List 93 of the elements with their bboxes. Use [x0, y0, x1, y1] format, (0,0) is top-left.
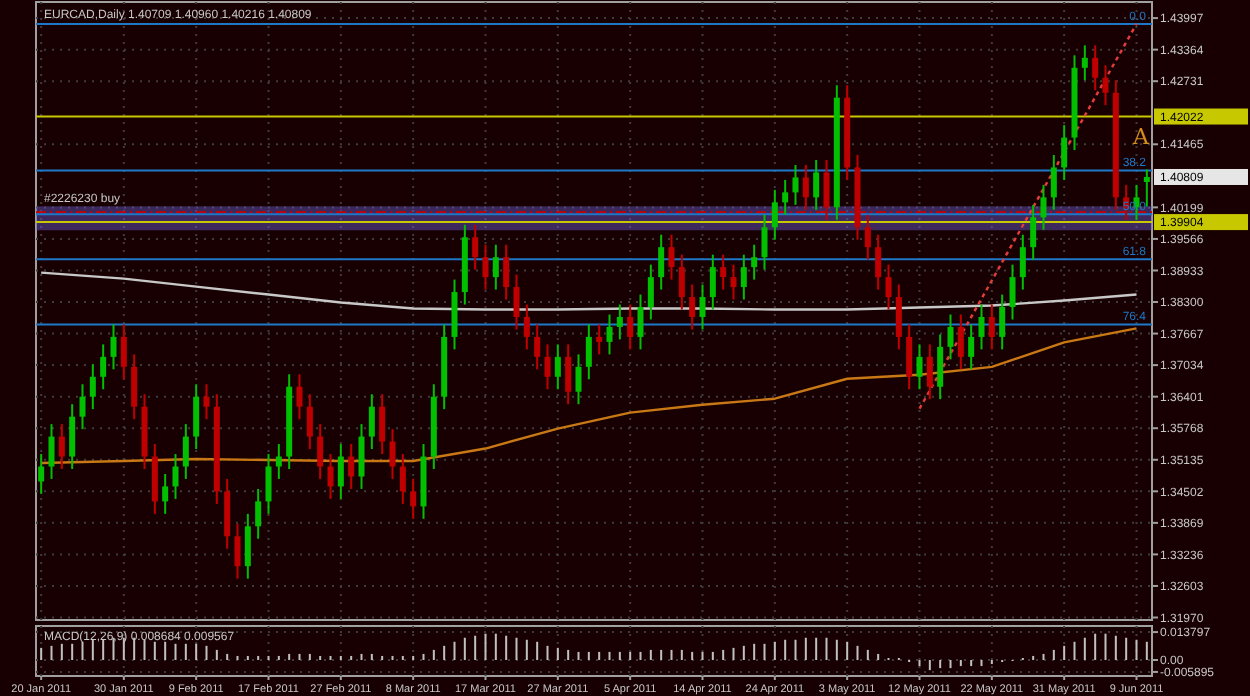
candlestick — [203, 383, 210, 421]
candlestick — [740, 253, 747, 301]
candlestick — [110, 323, 117, 371]
candlestick — [523, 303, 530, 351]
candlestick — [58, 423, 65, 470]
candlestick — [637, 293, 644, 351]
candlestick — [482, 243, 489, 291]
candlestick — [410, 477, 417, 520]
candlestick — [761, 213, 768, 271]
candlestick — [513, 273, 520, 331]
candlestick — [306, 393, 313, 451]
candlestick — [151, 443, 158, 515]
candlestick — [565, 343, 572, 406]
candlestick — [1061, 124, 1068, 181]
candlestick — [947, 313, 954, 361]
candlestick — [1081, 44, 1088, 82]
candlestick — [38, 453, 45, 495]
candlestick — [926, 343, 933, 401]
candlestick — [1102, 64, 1109, 107]
candlestick — [813, 158, 820, 211]
candlestick — [193, 383, 200, 451]
candlestick — [451, 278, 458, 351]
candlestick — [534, 323, 541, 371]
candlestick — [627, 303, 634, 351]
candlestick — [503, 243, 510, 301]
candlestick — [89, 363, 96, 411]
candlestick — [1050, 154, 1057, 211]
candlestick — [792, 163, 799, 206]
candlestick — [120, 323, 127, 381]
candlestick — [596, 323, 603, 356]
candlestick — [730, 263, 737, 301]
candlestick — [348, 443, 355, 490]
candlestick — [1009, 263, 1016, 321]
candlestick — [265, 453, 272, 515]
candlestick — [1092, 44, 1099, 92]
candlestick — [554, 343, 561, 391]
candlestick — [968, 323, 975, 371]
candlestick — [1019, 233, 1026, 291]
candlestick — [751, 243, 758, 281]
candlestick — [492, 243, 499, 291]
candlestick — [957, 313, 964, 371]
candlestick — [1143, 168, 1150, 208]
candlestick — [689, 283, 696, 331]
candlestick — [658, 233, 665, 291]
candlestick — [389, 428, 396, 480]
candlestick — [1040, 183, 1047, 231]
candlestick — [937, 333, 944, 401]
candlestick — [916, 343, 923, 391]
candlestick — [771, 188, 778, 241]
candlestick — [182, 423, 189, 480]
candlestick — [244, 512, 251, 580]
candlestick — [616, 303, 623, 341]
candlestick — [585, 323, 592, 381]
candlestick — [79, 383, 86, 431]
candlestick — [317, 423, 324, 480]
candlestick — [999, 293, 1006, 351]
candlestick — [988, 303, 995, 351]
candlestick — [575, 353, 582, 406]
candlestick — [1030, 203, 1037, 261]
candlestick — [368, 393, 375, 451]
candlestick — [647, 263, 654, 321]
candlestick — [255, 487, 262, 540]
candlestick — [895, 283, 902, 351]
candlestick — [668, 233, 675, 281]
candlestick — [544, 343, 551, 391]
candlestick — [337, 443, 344, 500]
candlestick — [172, 453, 179, 500]
candlestick — [699, 283, 706, 331]
candlestick — [978, 303, 985, 351]
candlestick — [720, 253, 727, 291]
candlestick — [48, 423, 55, 480]
annotation: A — [1130, 123, 1151, 150]
candlestick — [224, 477, 231, 550]
candlestick — [875, 233, 882, 291]
candlestick — [275, 443, 282, 480]
candlestick — [678, 253, 685, 311]
candlestick — [782, 178, 789, 216]
candlestick — [234, 522, 241, 580]
candlestick — [885, 263, 892, 311]
candlestick — [69, 403, 76, 470]
candlestick — [100, 343, 107, 391]
candlestick — [162, 472, 169, 515]
candlestick — [399, 453, 406, 505]
candlestick — [358, 423, 365, 490]
candlestick — [709, 253, 716, 311]
candlestick — [327, 453, 334, 500]
candlestick — [131, 353, 138, 421]
candlestick — [906, 323, 913, 391]
candlestick — [296, 373, 303, 421]
candlestick — [472, 223, 479, 271]
candlestick — [864, 213, 871, 261]
candlestick — [379, 393, 386, 456]
candlestick — [606, 313, 613, 356]
